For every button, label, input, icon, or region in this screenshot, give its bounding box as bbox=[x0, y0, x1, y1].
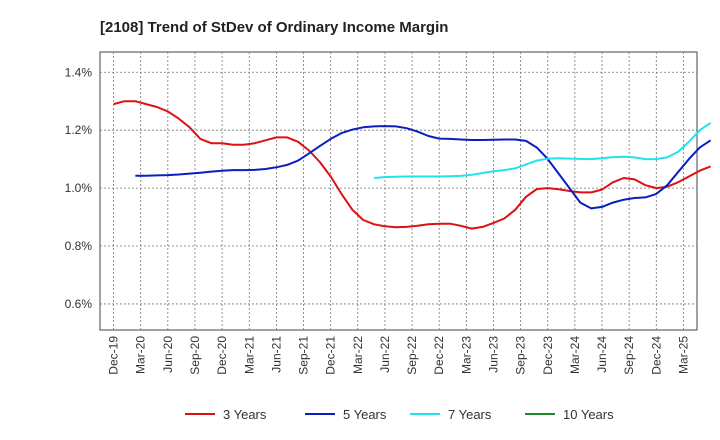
y-tick-label: 1.0% bbox=[65, 181, 93, 195]
series-line-7-years bbox=[374, 122, 712, 179]
x-tick-label: Mar-21 bbox=[242, 336, 256, 374]
series-line-5-years bbox=[135, 125, 712, 210]
x-tick-label: Mar-20 bbox=[134, 336, 148, 374]
x-tick-label: Mar-22 bbox=[351, 336, 365, 374]
x-tick-label: Sep-20 bbox=[188, 336, 202, 375]
y-tick-label: 1.2% bbox=[65, 123, 93, 137]
x-tick-label: Sep-21 bbox=[297, 336, 311, 375]
chart-title: [2108] Trend of StDev of Ordinary Income… bbox=[100, 19, 448, 36]
y-tick-label: 0.6% bbox=[65, 297, 93, 311]
x-tick-label: Sep-24 bbox=[622, 336, 636, 375]
x-axis-ticks: Dec-19 Mar-20 Jun-20 Sep-20 Dec-20 Mar-21 Jun-… bbox=[107, 336, 691, 375]
x-tick-label: Dec-21 bbox=[324, 336, 338, 375]
x-tick-label: Jun-20 bbox=[161, 336, 175, 373]
legend-label: 5 Years bbox=[343, 407, 387, 422]
legend: 3 Years 5 Years 7 Years 10 Years bbox=[185, 407, 614, 422]
x-tick-label: Jun-21 bbox=[269, 336, 283, 373]
series-lines bbox=[113, 100, 712, 230]
x-tick-label: Mar-25 bbox=[676, 336, 690, 374]
x-tick-label: Mar-24 bbox=[568, 336, 582, 374]
x-tick-label: Dec-24 bbox=[649, 336, 663, 375]
grid-lines bbox=[100, 52, 697, 330]
y-tick-label: 1.4% bbox=[65, 65, 93, 79]
x-tick-label: Mar-23 bbox=[459, 336, 473, 374]
legend-label: 7 Years bbox=[448, 407, 492, 422]
x-tick-label: Jun-22 bbox=[378, 336, 392, 373]
x-tick-label: Sep-23 bbox=[514, 336, 528, 375]
x-tick-label: Sep-22 bbox=[405, 336, 419, 375]
x-tick-label: Dec-23 bbox=[541, 336, 555, 375]
legend-label: 10 Years bbox=[563, 407, 614, 422]
y-tick-label: 0.8% bbox=[65, 239, 93, 253]
y-axis-ticks: 0.6% 0.8% 1.0% 1.2% 1.4% bbox=[65, 65, 93, 311]
plot-area bbox=[99, 51, 698, 331]
x-tick-label: Dec-19 bbox=[107, 336, 121, 375]
x-tick-label: Jun-24 bbox=[595, 336, 609, 373]
series-line-3-years bbox=[113, 100, 711, 230]
x-tick-label: Dec-22 bbox=[432, 336, 446, 375]
x-tick-label: Dec-20 bbox=[215, 336, 229, 375]
x-tick-label: Jun-23 bbox=[486, 336, 500, 373]
legend-label: 3 Years bbox=[223, 407, 267, 422]
